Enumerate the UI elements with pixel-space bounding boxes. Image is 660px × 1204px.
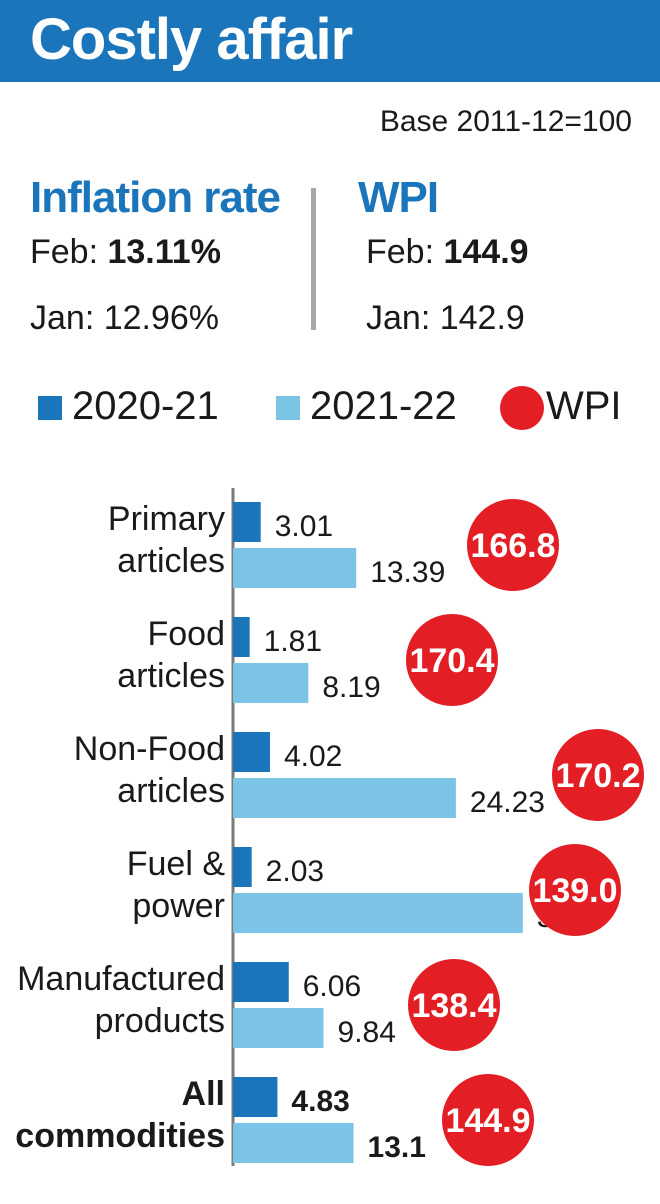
category-label: All	[182, 1075, 225, 1113]
bar-2020-21-2	[233, 732, 270, 772]
category-label: commodities	[15, 1117, 225, 1155]
inflation-feb-value: 13.11%	[107, 233, 221, 271]
category-label: Non-Food	[74, 730, 225, 768]
value-label-2020-21: 1.81	[264, 625, 322, 658]
bar-2020-21-4	[233, 962, 289, 1002]
category-label: Fuel &	[127, 845, 226, 883]
category-label: Manufactured	[17, 960, 225, 998]
page-title: Costly affair	[30, 7, 353, 72]
category-label: articles	[117, 542, 225, 580]
wpi-circle-2	[552, 729, 644, 821]
inflation-feb: Feb: 13.11%	[30, 232, 221, 272]
bar-2020-21-0	[233, 502, 261, 542]
inflation-jan-value: 12.96%	[103, 299, 220, 337]
bar-2020-21-1	[233, 617, 250, 657]
bar-2021-22-3	[233, 893, 523, 933]
value-label-2020-21: 4.02	[284, 740, 342, 773]
wpi-feb: Feb: 144.9	[366, 232, 529, 272]
value-label-2021-22: 24.23	[470, 786, 545, 819]
value-label-2020-21: 6.06	[303, 970, 361, 1003]
wpi-value-label: 170.2	[555, 757, 640, 795]
category-label: Primary	[108, 500, 225, 538]
bar-2021-22-5	[233, 1123, 354, 1163]
wpi-jan: Jan: 142.9	[366, 298, 525, 338]
value-label-2021-22: 8.19	[322, 671, 380, 704]
category-label: power	[132, 887, 225, 925]
bar-2021-22-1	[233, 663, 309, 703]
inflation-feb-label: Feb:	[30, 233, 108, 271]
wpi-circle-4	[408, 959, 500, 1051]
bar-2020-21-3	[233, 847, 252, 887]
value-label-2021-22: 13.39	[370, 556, 445, 589]
bar-2021-22-4	[233, 1008, 324, 1048]
wpi-value-label: 170.4	[409, 642, 494, 680]
legend-label-2020-21: 2020-21	[72, 384, 219, 428]
legend-label-2021-22: 2021-22	[310, 384, 457, 428]
bar-2020-21-5	[233, 1077, 278, 1117]
wpi-value-label: 144.9	[445, 1102, 530, 1140]
value-label-2020-21: 3.01	[275, 510, 333, 543]
wpi-circle-5	[442, 1074, 534, 1166]
bar-2021-22-0	[233, 548, 357, 588]
legend-dot-wpi	[500, 386, 544, 430]
wpi-feb-label: Feb:	[366, 233, 444, 271]
stats-divider	[311, 188, 316, 330]
bar-2021-22-2	[233, 778, 456, 818]
wpi-title: WPI	[358, 173, 439, 222]
value-label-2020-21: 2.03	[266, 855, 324, 888]
header-banner: Costly affair	[0, 0, 660, 82]
wpi-value-label: 139.0	[532, 872, 617, 910]
legend-swatch-2021-22	[276, 396, 300, 420]
category-label: articles	[117, 772, 225, 810]
inflation-jan: Jan: 12.96%	[30, 298, 219, 338]
category-label: products	[95, 1002, 225, 1040]
inflation-title: Inflation rate	[30, 173, 281, 222]
value-label-2021-22: 9.84	[338, 1016, 396, 1049]
wpi-jan-label: Jan:	[366, 299, 440, 337]
value-label-2021-22: 13.1	[368, 1131, 426, 1164]
wpi-feb-value: 144.9	[443, 233, 529, 271]
legend-swatch-2020-21	[38, 396, 62, 420]
wpi-value-label: 138.4	[411, 987, 496, 1025]
wpi-jan-value: 142.9	[439, 299, 525, 337]
category-label: Food	[148, 615, 226, 653]
legend-label-wpi: WPI	[546, 384, 622, 428]
inflation-jan-label: Jan:	[30, 299, 104, 337]
base-note: Base 2011-12=100	[379, 105, 632, 138]
wpi-value-label: 166.8	[470, 527, 555, 565]
wpi-circle-0	[467, 499, 559, 591]
wpi-circle-3	[529, 844, 621, 936]
value-label-2020-21: 4.83	[291, 1085, 349, 1118]
category-label: articles	[117, 657, 225, 695]
wpi-circle-1	[406, 614, 498, 706]
